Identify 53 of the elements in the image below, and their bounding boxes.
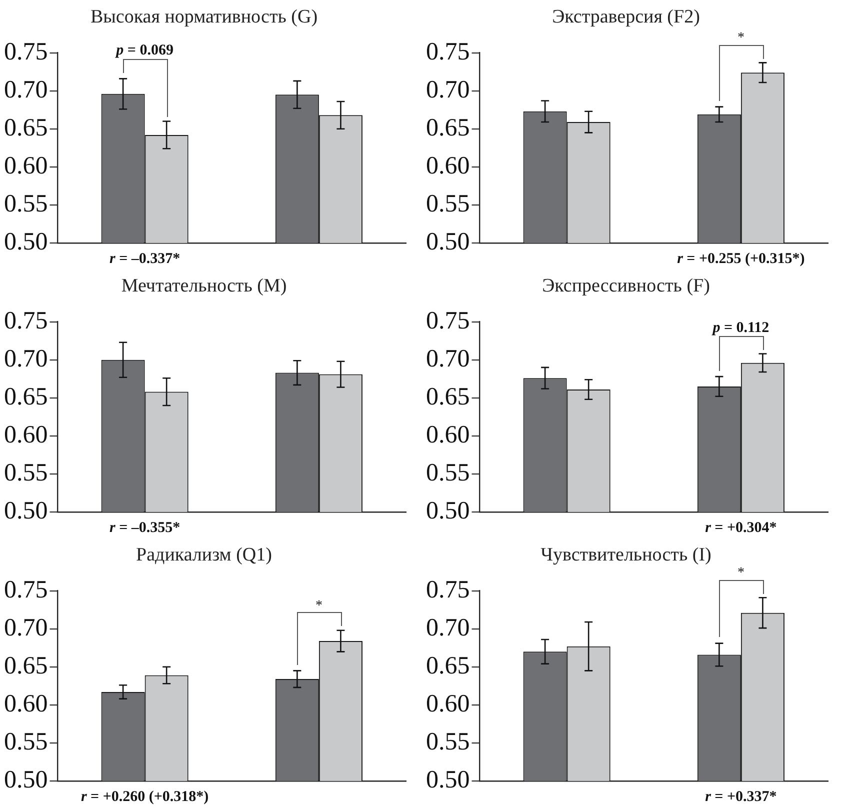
chart-title: Радикализм (Q1) bbox=[136, 544, 272, 566]
y-tick-label: 0.60 bbox=[426, 152, 470, 180]
y-tick-label: 0.50 bbox=[426, 766, 470, 794]
annotation: p = 0.112 bbox=[710, 320, 770, 336]
y-tick-label: 0.65 bbox=[426, 652, 470, 680]
text: r = +0.337* bbox=[705, 789, 777, 805]
chart-title: Экстраверсия (F2) bbox=[552, 6, 700, 28]
y-tick-label: 0.55 bbox=[4, 728, 48, 756]
chart-title: Высокая нормативность (G) bbox=[90, 6, 318, 28]
text: * bbox=[737, 566, 744, 581]
y-tick-label: 0.70 bbox=[426, 614, 470, 642]
y-tick-label: 0.55 bbox=[426, 460, 470, 487]
chart-title: Экспрессивность (F) bbox=[542, 275, 710, 296]
chart-title: Мечтательность (M) bbox=[121, 275, 287, 296]
annotation: * bbox=[315, 598, 322, 614]
y-tick-label: 0.65 bbox=[426, 383, 470, 410]
y-tick-label: 0.70 bbox=[426, 345, 470, 372]
y-tick-label: 0.70 bbox=[4, 345, 48, 372]
y-tick-label: 0.60 bbox=[4, 421, 48, 448]
text: r = +0.304* bbox=[705, 520, 777, 536]
y-tick-label: 0.75 bbox=[4, 38, 48, 66]
annotation: p = 0.069 bbox=[114, 42, 174, 59]
text: * bbox=[737, 30, 744, 46]
text: r = +0.255 (+0.315*) bbox=[677, 251, 805, 267]
y-tick-label: 0.60 bbox=[4, 152, 48, 180]
y-tick-label: 0.60 bbox=[426, 690, 470, 718]
y-tick-label: 0.75 bbox=[426, 576, 470, 604]
y-tick-label: 0.50 bbox=[4, 766, 48, 794]
y-tick-label: 0.50 bbox=[426, 228, 470, 256]
y-tick-label: 0.65 bbox=[4, 652, 48, 680]
y-tick-label: 0.60 bbox=[4, 690, 48, 718]
y-tick-label: 0.65 bbox=[4, 383, 48, 410]
text: r = +0.260 (+0.318*) bbox=[80, 789, 209, 805]
y-tick-label: 0.70 bbox=[4, 76, 48, 104]
y-tick-label: 0.50 bbox=[4, 228, 48, 256]
y-tick-label: 0.50 bbox=[4, 498, 48, 525]
chart-title: Чувствительность (I) bbox=[540, 544, 712, 566]
y-tick-label: 0.70 bbox=[426, 76, 470, 104]
y-tick-label: 0.65 bbox=[426, 114, 470, 142]
y-tick-label: 0.70 bbox=[4, 614, 48, 642]
y-tick-label: 0.75 bbox=[4, 576, 48, 604]
y-tick-label: 0.75 bbox=[426, 307, 470, 334]
y-tick-label: 0.60 bbox=[426, 421, 470, 448]
text: r = –0.337* bbox=[109, 251, 180, 267]
y-tick-label: 0.50 bbox=[426, 498, 470, 525]
y-tick-label: 0.75 bbox=[426, 38, 470, 66]
y-tick-label: 0.55 bbox=[4, 190, 48, 218]
text: r = –0.355* bbox=[109, 520, 180, 536]
y-tick-label: 0.65 bbox=[4, 114, 48, 142]
y-tick-label: 0.55 bbox=[4, 460, 48, 487]
y-tick-label: 0.55 bbox=[426, 190, 470, 218]
y-tick-label: 0.55 bbox=[426, 728, 470, 756]
y-tick-label: 0.75 bbox=[4, 307, 48, 334]
